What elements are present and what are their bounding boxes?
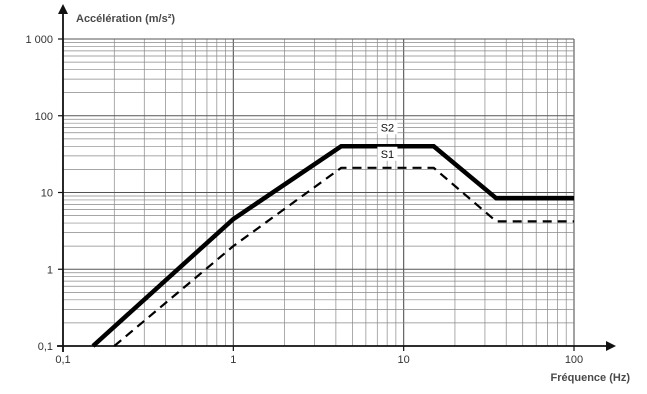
grid — [62, 38, 575, 347]
series-label-s1: S1 — [381, 149, 394, 161]
y-tick-label: 10 — [41, 188, 53, 200]
x-axis-arrow — [606, 341, 616, 351]
y-axis-title: Accélération (m/s²) — [76, 13, 175, 25]
axes — [57, 4, 616, 352]
series-label-bg — [377, 120, 398, 135]
series-line-s2 — [91, 144, 574, 348]
labels: 0,1 1 10 100 0,1 1 10 100 1 000 Accélération (m/s… — [25, 13, 630, 384]
series-label-bg — [377, 146, 398, 161]
y-tick-label: 0,1 — [38, 341, 53, 353]
y-axis-arrow — [58, 4, 68, 14]
series-line-s1 — [113, 166, 574, 347]
series-label-s2: S2 — [381, 122, 394, 134]
y-tick-label: 100 — [35, 111, 53, 123]
x-axis-title: Fréquence (Hz) — [551, 372, 631, 384]
y-tick-label: 1 — [47, 264, 53, 276]
y-tick-label: 1 000 — [25, 34, 53, 46]
x-tick-label: 100 — [565, 354, 583, 366]
x-tick-label: 10 — [398, 354, 410, 366]
x-tick-label: 0,1 — [55, 354, 70, 366]
x-tick-label: 1 — [230, 354, 236, 366]
series-lines — [91, 144, 574, 348]
